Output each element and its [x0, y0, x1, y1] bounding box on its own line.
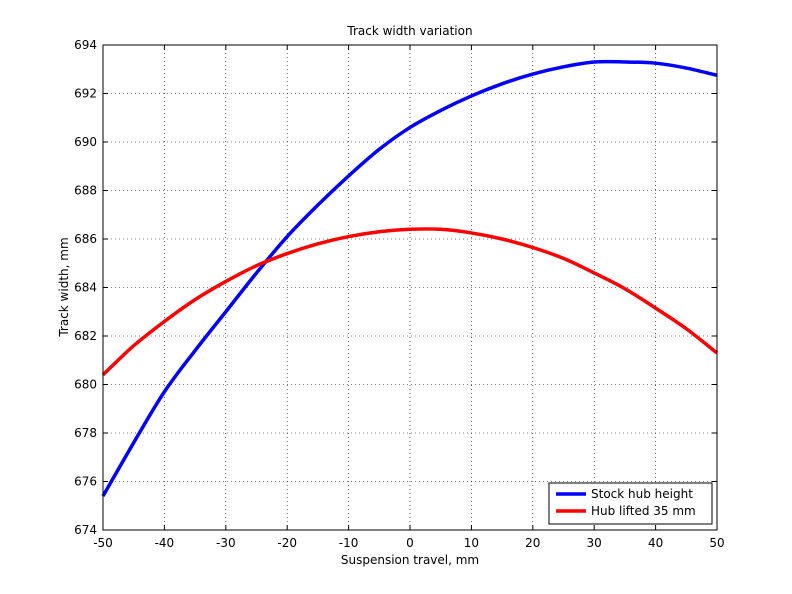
- y-tick-label: 688: [74, 184, 97, 198]
- x-tick-label: -30: [216, 536, 236, 550]
- x-tick-label: -40: [155, 536, 175, 550]
- y-tick-label: 692: [74, 87, 97, 101]
- tick-labels: -50 -40 -30 -20 -10 0 10 20 30 40 50 674 676 678 680 68…: [74, 38, 725, 550]
- axis-ticks: [102, 44, 718, 531]
- legend: Stock hub height Hub lifted 35 mm: [548, 482, 713, 525]
- x-axis-label: Suspension travel, mm: [341, 553, 479, 567]
- y-tick-label: 680: [74, 378, 97, 392]
- y-tick-label: 684: [74, 281, 97, 295]
- y-tick-label: 682: [74, 329, 97, 343]
- x-tick-label: 0: [406, 536, 414, 550]
- x-tick-label: 40: [648, 536, 663, 550]
- legend-label-stock-hub-height: Stock hub height: [591, 487, 693, 501]
- legend-box: [548, 482, 713, 525]
- series-line-stock-hub-height: [101, 59, 718, 497]
- legend-label-hub-lifted: Hub lifted 35 mm: [591, 504, 696, 518]
- series-layer: [101, 59, 719, 497]
- x-tick-label: 10: [464, 536, 479, 550]
- y-tick-label: 686: [74, 232, 97, 246]
- y-tick-label: 678: [74, 426, 97, 440]
- x-tick-label: 50: [709, 536, 724, 550]
- y-axis-label: Track width, mm: [57, 237, 71, 337]
- x-tick-label: -10: [339, 536, 359, 550]
- y-tick-label: 690: [74, 135, 97, 149]
- y-tick-label: 676: [74, 475, 97, 489]
- y-tick-label: 674: [74, 523, 97, 537]
- x-tick-label: -50: [93, 536, 113, 550]
- x-tick-label: 20: [525, 536, 540, 550]
- y-tick-label: 694: [74, 38, 97, 52]
- series-line-hub-lifted-35-mm: [101, 227, 719, 377]
- x-tick-label: -20: [277, 536, 297, 550]
- chart-title: Track width variation: [346, 24, 472, 38]
- x-tick-label: 30: [587, 536, 602, 550]
